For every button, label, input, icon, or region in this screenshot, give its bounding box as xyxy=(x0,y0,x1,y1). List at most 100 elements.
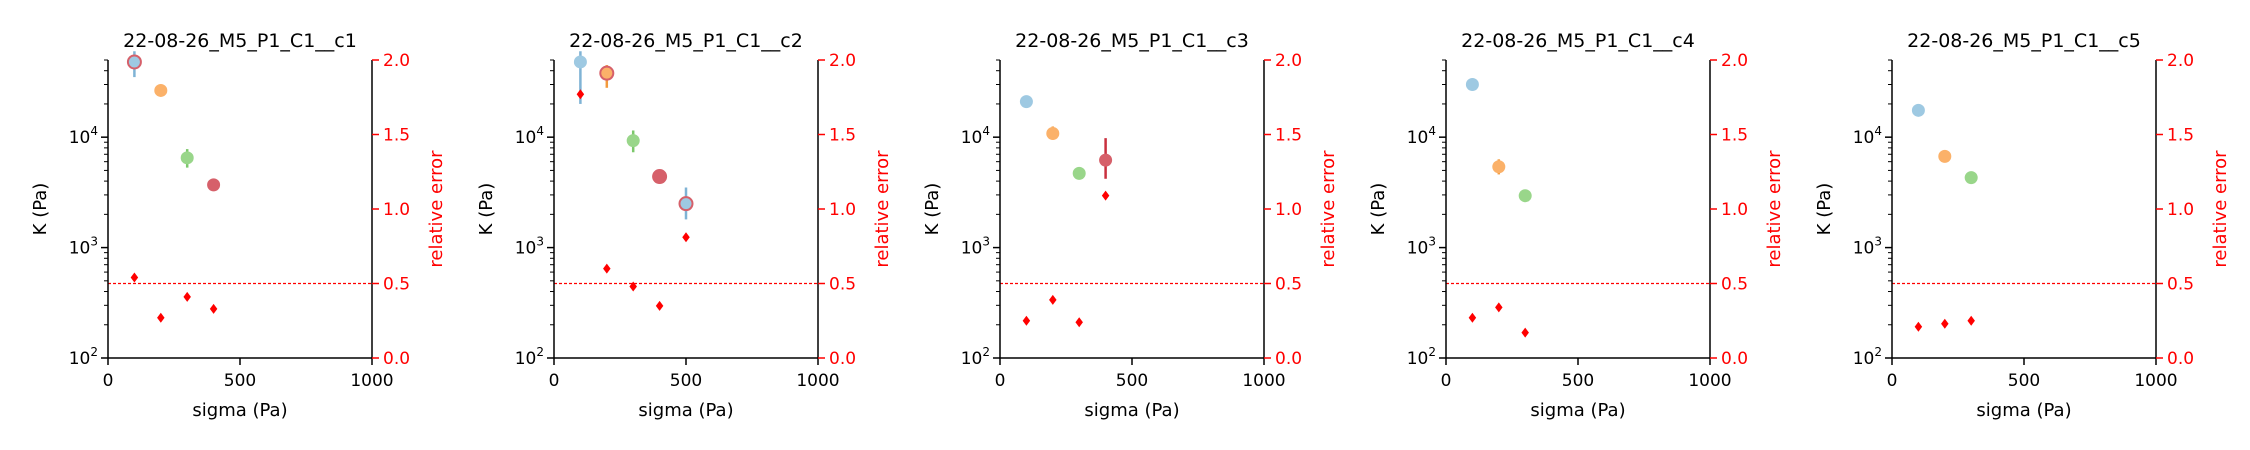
y2-tick-label: 0.5 xyxy=(383,275,410,295)
y2-tick-label: 0.0 xyxy=(1275,349,1302,369)
y2-tick-label: 2.0 xyxy=(383,51,410,71)
k-point xyxy=(1492,160,1506,174)
y-tick-label: 104 xyxy=(961,124,990,148)
k-point xyxy=(1072,166,1086,180)
x-tick-label: 0 xyxy=(995,371,1006,391)
chart-panel-5: 0 500 1000 102 103 104 0.0 0.5 1.0 1.5 2.0 22-08-26… xyxy=(1814,30,2231,421)
k-point xyxy=(599,65,615,81)
y-tick-label: 103 xyxy=(961,235,990,259)
y2-tick-label: 1.0 xyxy=(383,200,410,220)
y2-axis-label: relative error xyxy=(1764,150,1785,268)
y2-tick-label: 1.0 xyxy=(829,200,856,220)
x-tick-label: 1000 xyxy=(2134,371,2177,391)
x-tick-label: 500 xyxy=(670,371,702,391)
k-point xyxy=(1938,149,1952,163)
k-point xyxy=(1964,171,1978,185)
relative-error-point xyxy=(209,303,218,314)
relative-error-point xyxy=(157,312,165,323)
chart-panel-2: 0 500 1000 102 103 104 0.0 0.5 1.0 1.5 2.0 22-08-26… xyxy=(476,30,893,421)
y2-tick-label: 1.5 xyxy=(829,126,856,146)
y-tick-label: 104 xyxy=(1407,124,1436,148)
y2-tick-label: 2.0 xyxy=(829,51,856,71)
y2-tick-label: 1.0 xyxy=(1721,200,1748,220)
x-tick-label: 0 xyxy=(549,371,560,391)
k-point xyxy=(1911,103,1925,117)
y2-axis-label: relative error xyxy=(872,150,893,268)
relative-error-point xyxy=(576,89,585,100)
relative-error-point xyxy=(1521,327,1529,338)
relative-error-point xyxy=(1914,321,1923,332)
chart-title: 22-08-26_M5_P1_C1__c4 xyxy=(1461,30,1695,52)
y2-axis-label: relative error xyxy=(426,150,447,268)
x-axis-label: sigma (Pa) xyxy=(192,400,287,421)
x-tick-label: 500 xyxy=(224,371,256,391)
x-tick-label: 500 xyxy=(2008,371,2040,391)
x-tick-label: 1000 xyxy=(1242,371,1285,391)
k-point xyxy=(1099,153,1113,167)
y-tick-label: 102 xyxy=(515,345,544,369)
y-tick-label: 103 xyxy=(69,235,98,259)
relative-error-point xyxy=(1495,302,1503,313)
chart-panel-4: 0 500 1000 102 103 104 0.0 0.5 1.0 1.5 2.0 22-08-26… xyxy=(1368,30,1785,421)
y-tick-label: 103 xyxy=(1853,235,1882,259)
y2-tick-label: 0.5 xyxy=(1721,275,1748,295)
y2-tick-label: 0.5 xyxy=(2167,275,2194,295)
chart-title: 22-08-26_M5_P1_C1__c5 xyxy=(1907,30,2141,52)
chart-panel-3: 0 500 1000 102 103 104 0.0 0.5 1.0 1.5 2.0 22-08-26… xyxy=(922,30,1339,421)
x-tick-label: 1000 xyxy=(350,371,393,391)
relative-error-point xyxy=(1967,315,1975,326)
y2-tick-label: 0.0 xyxy=(1721,349,1748,369)
relative-error-point xyxy=(1468,312,1477,323)
y2-tick-label: 0.0 xyxy=(383,349,410,369)
k-point xyxy=(1518,189,1532,203)
y2-tick-label: 1.5 xyxy=(383,126,410,146)
k-point xyxy=(154,83,168,97)
chart-title: 22-08-26_M5_P1_C1__c1 xyxy=(123,30,357,52)
y2-tick-label: 0.5 xyxy=(829,275,856,295)
y2-tick-label: 1.5 xyxy=(2167,126,2194,146)
relative-error-point xyxy=(1049,294,1057,305)
x-axis-label: sigma (Pa) xyxy=(1084,400,1179,421)
k-point xyxy=(626,134,640,148)
y2-axis-label: relative error xyxy=(2210,150,2231,268)
chart-panel-1: 0 500 1000 102 103 104 0.0 0.5 1.0 1.5 2.0 22-08-26… xyxy=(30,30,447,421)
y-tick-label: 103 xyxy=(1407,235,1436,259)
k-point xyxy=(652,169,668,185)
y2-tick-label: 1.0 xyxy=(1275,200,1302,220)
relative-error-point xyxy=(1022,315,1031,326)
y-tick-label: 102 xyxy=(1853,345,1882,369)
x-axis-label: sigma (Pa) xyxy=(1976,400,2071,421)
relative-error-point xyxy=(1941,318,1949,329)
k-point xyxy=(573,55,587,69)
x-tick-label: 0 xyxy=(103,371,114,391)
chart-title: 22-08-26_M5_P1_C1__c2 xyxy=(569,30,803,52)
y2-tick-label: 1.0 xyxy=(2167,200,2194,220)
y2-tick-label: 0.5 xyxy=(1275,275,1302,295)
x-tick-label: 0 xyxy=(1887,371,1898,391)
x-tick-label: 1000 xyxy=(796,371,839,391)
k-point xyxy=(1465,77,1479,91)
y2-axis-label: relative error xyxy=(1318,150,1339,268)
k-point xyxy=(180,151,194,165)
k-point xyxy=(207,178,221,192)
y-tick-label: 104 xyxy=(1853,124,1882,148)
y2-tick-label: 0.0 xyxy=(2167,349,2194,369)
x-axis-label: sigma (Pa) xyxy=(638,400,733,421)
k-point xyxy=(126,54,142,70)
relative-error-point xyxy=(1075,317,1083,328)
chart-title: 22-08-26_M5_P1_C1__c3 xyxy=(1015,30,1249,52)
y-axis-label: K (Pa) xyxy=(476,183,497,236)
relative-error-point xyxy=(1101,190,1110,201)
y2-tick-label: 0.0 xyxy=(829,349,856,369)
relative-error-point xyxy=(603,263,611,274)
x-tick-label: 500 xyxy=(1562,371,1594,391)
y2-tick-label: 2.0 xyxy=(1275,51,1302,71)
x-tick-label: 1000 xyxy=(1688,371,1731,391)
y-axis-label: K (Pa) xyxy=(1814,183,1835,236)
x-tick-label: 500 xyxy=(1116,371,1148,391)
y-axis-label: K (Pa) xyxy=(30,183,51,236)
x-tick-label: 0 xyxy=(1441,371,1452,391)
relative-error-point xyxy=(183,291,191,302)
k-point xyxy=(1046,126,1060,140)
